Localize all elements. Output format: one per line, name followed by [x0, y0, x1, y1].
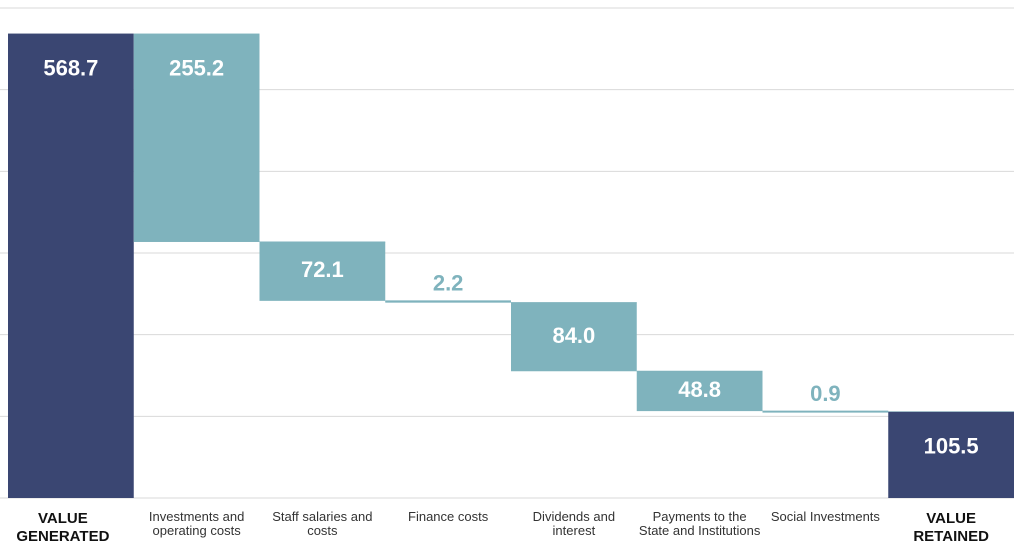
- x-tick-label: Investments and operating costs: [148, 509, 245, 538]
- value-label: 105.5: [924, 434, 979, 459]
- x-tick-label: VALUE RETAINED: [913, 510, 989, 545]
- step-bar: [385, 300, 511, 303]
- value-label: 48.8: [678, 377, 721, 402]
- value-label: 255.2: [169, 55, 224, 80]
- step-bar: [511, 302, 637, 372]
- step-bar: [259, 241, 386, 301]
- step-bar: [133, 33, 260, 242]
- x-tick-label: VALUE GENERATED: [16, 510, 110, 545]
- x-tick-label: Staff salaries and costs: [272, 509, 373, 538]
- total-bar: [888, 411, 1014, 498]
- value-label: 84.0: [552, 323, 595, 348]
- step-bar: [762, 411, 889, 413]
- value-label: 2.2: [433, 271, 464, 296]
- value-label: 568.7: [43, 55, 98, 80]
- x-tick-label: Social Investments: [770, 509, 880, 524]
- value-label: 0.9: [810, 381, 841, 406]
- x-tick-label: Finance costs: [408, 509, 489, 524]
- value-label: 72.1: [301, 257, 344, 282]
- x-tick-label: Payments to the State and Institutions: [638, 509, 761, 538]
- total-bar: [8, 33, 134, 498]
- step-bar: [636, 371, 763, 412]
- x-tick-label: Dividends and interest: [532, 509, 616, 538]
